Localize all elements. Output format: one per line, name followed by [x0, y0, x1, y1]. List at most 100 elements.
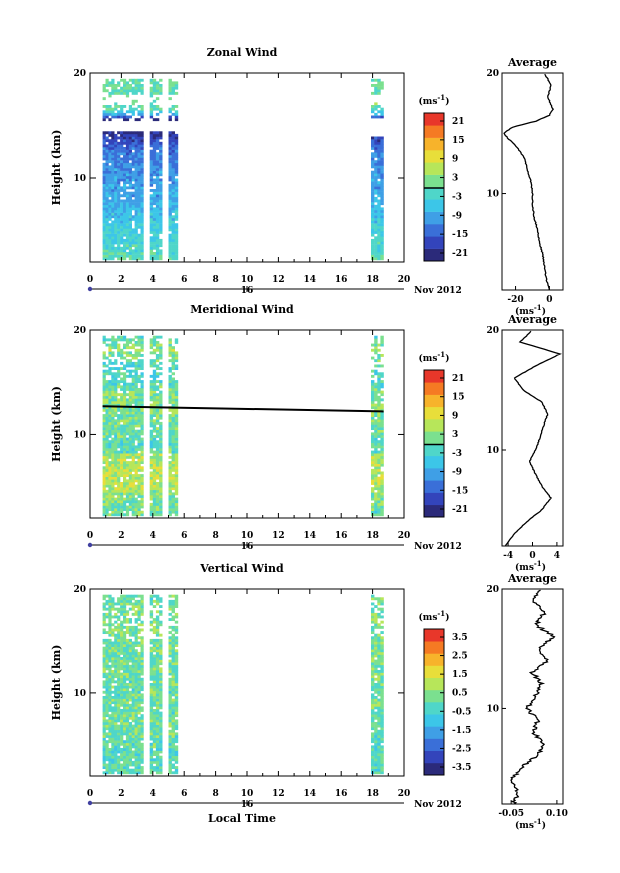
- heatmap-cell: [114, 86, 118, 90]
- heatmap-cell: [159, 644, 163, 647]
- x-tick-label: 10: [241, 275, 254, 285]
- heatmap-cell: [149, 94, 154, 98]
- heatmap-cell: [149, 610, 154, 614]
- heatmap-cell: [134, 610, 138, 614]
- heatmap-cell: [380, 484, 384, 488]
- heatmap-cell: [120, 633, 124, 637]
- heatmap-cell: [131, 374, 135, 378]
- heatmap-cell: [114, 149, 118, 153]
- heatmap-cell: [140, 343, 144, 347]
- heatmap-cell: [374, 716, 378, 720]
- heatmap-cell: [108, 597, 112, 601]
- heatmap-cell: [114, 437, 118, 441]
- heatmap-cell: [123, 223, 127, 227]
- heatmap-cell: [155, 737, 160, 741]
- heatmap-cell: [152, 659, 157, 663]
- heatmap-cell: [137, 615, 141, 619]
- heatmap-cell: [171, 685, 175, 689]
- heatmap-cell: [128, 594, 132, 598]
- heatmap-cell: [105, 393, 109, 397]
- heatmap-cell: [374, 654, 378, 658]
- heatmap-cell: [168, 377, 172, 381]
- heatmap-cell: [128, 424, 132, 428]
- day-axis-marker: [87, 800, 93, 806]
- heatmap-cell: [117, 165, 121, 169]
- heatmap-cell: [120, 508, 124, 511]
- heatmap-cell: [380, 374, 384, 378]
- heatmap-cell: [105, 228, 109, 232]
- heatmap-cell: [155, 513, 160, 517]
- heatmap-cell: [134, 644, 138, 647]
- heatmap-cell: [168, 729, 172, 733]
- heatmap-cell: [105, 672, 109, 676]
- heatmap-cell: [149, 254, 154, 258]
- heatmap-cell: [140, 374, 144, 378]
- heatmap-cell: [155, 346, 160, 350]
- heatmap-cell: [108, 173, 112, 177]
- heatmap-cell: [174, 714, 179, 718]
- heatmap-cell: [174, 727, 179, 731]
- heatmap-cell: [159, 162, 163, 166]
- heatmap-cell: [137, 698, 141, 702]
- heatmap-cell: [114, 513, 118, 517]
- heatmap-cell: [377, 162, 381, 166]
- heatmap-cell: [131, 112, 135, 116]
- heatmap-cell: [123, 719, 127, 723]
- heatmap-cell: [159, 241, 163, 245]
- heatmap-cell: [137, 492, 141, 496]
- heatmap-cell: [371, 110, 375, 114]
- heatmap-cell: [171, 628, 175, 632]
- heatmap-cell: [137, 466, 141, 470]
- heatmap-cell: [374, 500, 378, 504]
- y-tick-label: 20: [73, 585, 86, 595]
- heatmap-cell: [174, 112, 179, 116]
- heatmap-cell: [371, 482, 375, 485]
- heatmap-cell: [128, 199, 132, 203]
- heatmap-cell: [105, 84, 109, 87]
- heatmap-cell: [134, 450, 138, 454]
- heatmap-cell: [374, 162, 378, 166]
- heatmap-cell: [102, 623, 106, 627]
- heatmap-cell: [108, 254, 112, 258]
- heatmap-cell: [152, 382, 157, 386]
- heatmap-cell: [114, 393, 118, 397]
- heatmap-cell: [134, 631, 138, 634]
- heatmap-cell: [174, 351, 179, 355]
- x-tick-label: 18: [366, 789, 379, 799]
- heatmap-cell: [123, 133, 127, 137]
- heatmap-cell: [117, 416, 121, 420]
- heatmap-cell: [171, 476, 175, 480]
- heatmap-cell: [102, 395, 106, 399]
- heatmap-cell: [137, 388, 141, 391]
- heatmap-cell: [111, 450, 115, 454]
- heatmap-cell: [377, 406, 381, 410]
- heatmap-cell: [114, 186, 118, 190]
- heatmap-cell: [377, 231, 381, 234]
- heatmap-cell: [137, 141, 141, 145]
- heatmap-cell: [168, 191, 172, 195]
- heatmap-cell: [123, 771, 127, 775]
- heatmap-cell: [120, 144, 124, 148]
- heatmap-cell: [128, 175, 132, 179]
- heatmap-cell: [128, 758, 132, 762]
- heatmap-cell: [123, 112, 127, 116]
- heatmap-cell: [149, 612, 154, 616]
- heatmap-cell: [128, 89, 132, 93]
- heatmap-cell: [120, 471, 124, 475]
- heatmap-cell: [149, 672, 154, 676]
- heatmap-cell: [123, 722, 127, 725]
- heatmap-cell: [140, 210, 144, 213]
- heatmap-cell: [159, 238, 163, 242]
- heatmap-cell: [159, 390, 163, 394]
- heatmap-cell: [123, 385, 127, 389]
- heatmap-cell: [371, 178, 375, 182]
- heatmap-cell: [174, 445, 179, 449]
- heatmap-cell: [171, 602, 175, 606]
- heatmap-cell: [371, 241, 375, 245]
- heatmap-cell: [102, 254, 106, 258]
- heatmap-cell: [125, 215, 130, 219]
- heatmap-cell: [159, 693, 163, 697]
- heatmap-cell: [137, 86, 141, 90]
- heatmap-cell: [114, 474, 118, 477]
- heatmap-cell: [125, 448, 130, 451]
